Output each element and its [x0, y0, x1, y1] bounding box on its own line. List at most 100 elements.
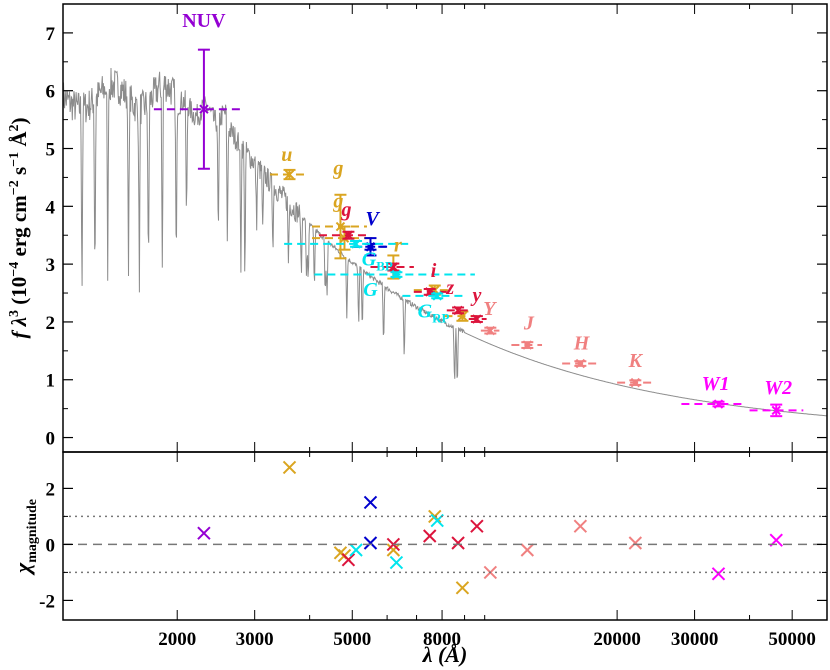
phot-marker-b [391, 269, 402, 280]
xtick-label: 20000 [593, 629, 641, 650]
residual-marker-b [389, 555, 404, 570]
residual-w1 [711, 567, 726, 581]
xtick-label: 50000 [768, 629, 816, 650]
residual-marker-b [573, 519, 588, 533]
phot-point-g [312, 225, 373, 251]
residual-v [363, 495, 378, 510]
gaia-label-main: G [418, 300, 433, 322]
residual-marker-b [428, 509, 442, 524]
band-label: V [366, 208, 381, 230]
residual-marker-b [386, 543, 401, 557]
top-ytick-label: 3 [46, 255, 56, 276]
x-axis: 2000 3000 5000 8000 20000 30000 50000 [158, 4, 828, 650]
residual-marker-b [628, 536, 643, 550]
phot-point-g_rp [402, 291, 465, 301]
phot-point-g [318, 230, 371, 240]
band-label: g [340, 199, 351, 221]
residual-marker-b [520, 543, 535, 557]
gaia-label-sub: RP [432, 310, 449, 325]
top-ytick-label: 0 [46, 429, 56, 450]
phot-point-h [562, 358, 597, 369]
phot-point-nuv [153, 48, 244, 170]
phot-marker-b [199, 104, 209, 114]
ylabel-units: s [7, 167, 31, 180]
top-ytick-label: 7 [46, 24, 56, 45]
ylabel-exp: 2 [7, 124, 22, 131]
top-ytick-label: 1 [46, 371, 56, 392]
residual-marker-b [282, 460, 297, 475]
top-ytick-label: 2 [46, 313, 56, 334]
phot-point-z [446, 305, 469, 316]
phot-marker-b [432, 291, 442, 301]
ylabel-main: f λ [7, 317, 31, 339]
xtick-label: 2000 [158, 629, 196, 650]
band-label: W1 [702, 373, 730, 395]
ylabel-units: (10 [7, 277, 31, 310]
residual-v [363, 536, 378, 550]
band-label: H [573, 333, 591, 355]
phot-point-j [511, 340, 543, 350]
phot-point-w2 [749, 403, 804, 418]
bottom-ytick-label: 2 [46, 479, 56, 500]
phot-marker-b [425, 287, 435, 297]
residual-marker-b [455, 581, 470, 595]
residual-h [573, 519, 588, 533]
band-label: J [523, 312, 535, 334]
residual-z [455, 581, 470, 595]
bottom-panel: -2 0 2 [39, 451, 828, 621]
top-ytick-label: 5 [46, 140, 56, 161]
residual-marker-b [451, 536, 465, 550]
residual-marker-b [470, 519, 484, 533]
xtick-label: 8000 [423, 629, 461, 650]
residual-k [628, 536, 643, 550]
gaia-label-sub: BP [376, 258, 393, 273]
phot-marker-b [453, 305, 463, 316]
residual-marker-b [711, 567, 726, 581]
bottom-y-axis-label: χmagnitude [10, 499, 40, 576]
xtick-label: 5000 [333, 629, 371, 650]
band-label: r [394, 234, 402, 256]
phot-marker-b [472, 314, 482, 324]
band-label: NUV [182, 10, 226, 32]
phot-marker-b [485, 325, 496, 336]
residual-r [386, 543, 401, 557]
phot-marker-b [284, 169, 295, 180]
residual-marker-b [197, 526, 211, 540]
band-label: K [628, 350, 644, 372]
axis-labels: λ (Å)f λ3 (10−4 erg cm−2 s−1 Å2)χmagnitu… [7, 117, 467, 667]
residual-nuv [197, 526, 211, 540]
ylabel-exp: −4 [7, 262, 22, 277]
ylabel-units: Å [7, 131, 31, 152]
ylabel-units: ) [7, 117, 31, 124]
bottom-ytick-label: -2 [39, 591, 55, 612]
ylabel-chi: χ [10, 562, 35, 576]
phot-point-g_bp [284, 239, 409, 249]
residual-u [282, 460, 297, 475]
phot-marker-b [365, 242, 376, 252]
phot-marker-b [630, 377, 641, 388]
phot-point-g [314, 269, 475, 280]
ylabel-exp: −2 [7, 180, 22, 195]
phot-marker-b [713, 399, 724, 409]
gaia-label: GRP [418, 300, 450, 325]
gaia-label-main: G [362, 248, 377, 270]
phot-marker-b [351, 239, 361, 249]
band-label: Y [483, 298, 497, 320]
residual-marker-b [341, 553, 356, 567]
gaia-label: G [363, 279, 378, 301]
top-ytick-label: 6 [46, 82, 56, 103]
phot-marker-b [575, 358, 586, 369]
xtick-label: 30000 [671, 629, 719, 650]
band-label: u [281, 144, 292, 166]
band-label: i [431, 260, 437, 282]
phot-marker-b [522, 340, 533, 350]
bottom-frame [62, 451, 828, 621]
x-axis-label: λ (Å) [422, 642, 468, 667]
residual-i [423, 529, 437, 543]
phot-point-u [269, 168, 308, 181]
phot-point-w1 [681, 399, 745, 409]
phot-point-y [480, 325, 500, 336]
band-label: W2 [764, 377, 792, 399]
band-label: y [470, 285, 481, 307]
residual-g [341, 553, 356, 567]
